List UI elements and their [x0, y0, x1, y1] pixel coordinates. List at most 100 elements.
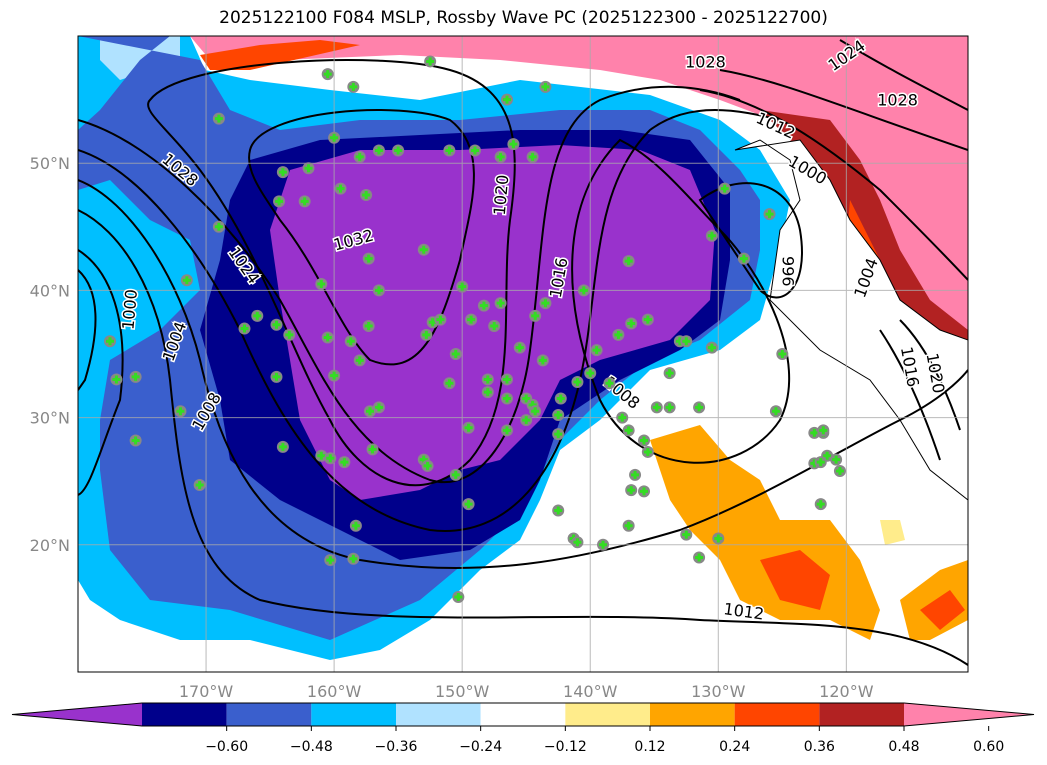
colorbar-segment — [142, 703, 227, 726]
colorbar-tick-label: −0.36 — [375, 739, 418, 755]
station-marker — [477, 299, 490, 312]
plus-icon — [422, 330, 431, 339]
plus-icon — [509, 140, 518, 149]
colorbar-segment — [226, 703, 312, 726]
plus-icon — [330, 371, 339, 380]
station-marker — [693, 401, 706, 414]
plus-icon — [326, 454, 335, 463]
plus-icon — [816, 500, 825, 509]
pc-field-fill — [78, 36, 968, 672]
station-marker — [129, 370, 142, 383]
isobar-label: 1028 — [685, 52, 726, 71]
station-marker — [434, 313, 447, 326]
plus-icon — [522, 416, 531, 425]
plus-icon — [586, 369, 595, 378]
station-marker — [712, 532, 725, 545]
map-frame — [77, 35, 969, 673]
plus-icon — [470, 146, 479, 155]
plus-icon — [423, 461, 432, 470]
plus-icon — [272, 372, 281, 381]
station-marker — [833, 465, 846, 478]
plus-icon — [502, 95, 511, 104]
plus-icon — [614, 330, 623, 339]
plus-icon — [467, 315, 476, 324]
plus-icon — [778, 350, 787, 358]
colorbar-tick-label: −0.60 — [205, 739, 248, 755]
station-marker — [362, 252, 375, 265]
plus-icon — [643, 447, 652, 456]
plus-icon — [483, 388, 492, 397]
station-marker — [584, 367, 597, 380]
plus-icon — [355, 356, 364, 365]
station-marker — [363, 405, 376, 418]
station-marker — [372, 401, 385, 414]
station-marker — [273, 195, 286, 208]
station-marker — [462, 498, 475, 511]
station-marker — [622, 519, 635, 532]
station-marker — [212, 112, 225, 125]
plus-icon — [765, 210, 774, 219]
station-marker — [571, 536, 584, 549]
plus-icon — [323, 333, 332, 342]
y-tick-label: 40°N — [30, 281, 70, 300]
plus-icon — [618, 413, 627, 422]
colorbar-tick-label: −0.12 — [544, 739, 587, 755]
plus-icon — [195, 481, 204, 490]
station-marker — [334, 182, 347, 195]
station-marker — [705, 229, 718, 242]
station-marker — [597, 538, 610, 551]
colorbar-segment — [650, 703, 735, 726]
plus-icon — [349, 82, 358, 91]
y-tick-label: 30°N — [30, 409, 70, 428]
station-marker — [507, 138, 520, 151]
station-marker — [212, 220, 225, 233]
station-marker — [366, 443, 379, 456]
station-marker — [552, 428, 565, 441]
plus-icon — [131, 436, 140, 445]
station-marker — [349, 519, 362, 532]
station-marker — [680, 335, 693, 348]
station-marker — [539, 80, 552, 93]
plus-icon — [317, 451, 326, 460]
station-marker — [552, 409, 565, 422]
colorbar-tick-label: −0.48 — [290, 739, 333, 755]
plus-icon — [531, 407, 540, 416]
station-marker — [520, 414, 533, 427]
station-marker — [500, 424, 513, 437]
station-marker — [536, 354, 549, 367]
station-marker — [638, 434, 651, 447]
plus-icon — [496, 299, 505, 308]
x-tick-label: 140°W — [563, 682, 618, 701]
isobar-label: 1000 — [118, 288, 140, 330]
colorbar-segment — [819, 703, 904, 726]
plus-icon — [182, 276, 191, 285]
plus-icon — [106, 337, 115, 346]
station-marker — [372, 144, 385, 157]
station-marker — [488, 320, 501, 333]
plus-icon — [720, 184, 729, 193]
station-marker — [539, 297, 552, 310]
station-marker — [421, 459, 434, 472]
x-tick-label: 170°W — [179, 682, 234, 701]
station-marker — [283, 328, 296, 341]
plus-icon — [541, 82, 550, 91]
plus-icon — [394, 146, 403, 155]
station-marker — [629, 468, 642, 481]
plus-icon — [627, 319, 636, 328]
plus-icon — [599, 540, 608, 549]
station-marker — [353, 150, 366, 163]
plus-icon — [304, 164, 313, 173]
chart-title: 2025122100 F084 MSLP, Rossby Wave PC (20… — [219, 8, 828, 28]
station-marker — [315, 278, 328, 291]
plus-icon — [479, 301, 488, 310]
station-marker — [603, 377, 616, 390]
x-tick-label: 130°W — [691, 682, 746, 701]
station-marker — [193, 479, 206, 492]
plus-icon — [364, 254, 373, 263]
station-marker — [468, 144, 481, 157]
station-marker — [276, 440, 289, 453]
colorbar-tick-label: 0.36 — [804, 739, 835, 755]
colorbar-tick-label: 0.48 — [888, 739, 919, 755]
station-marker — [814, 498, 827, 511]
station-marker — [612, 328, 625, 341]
